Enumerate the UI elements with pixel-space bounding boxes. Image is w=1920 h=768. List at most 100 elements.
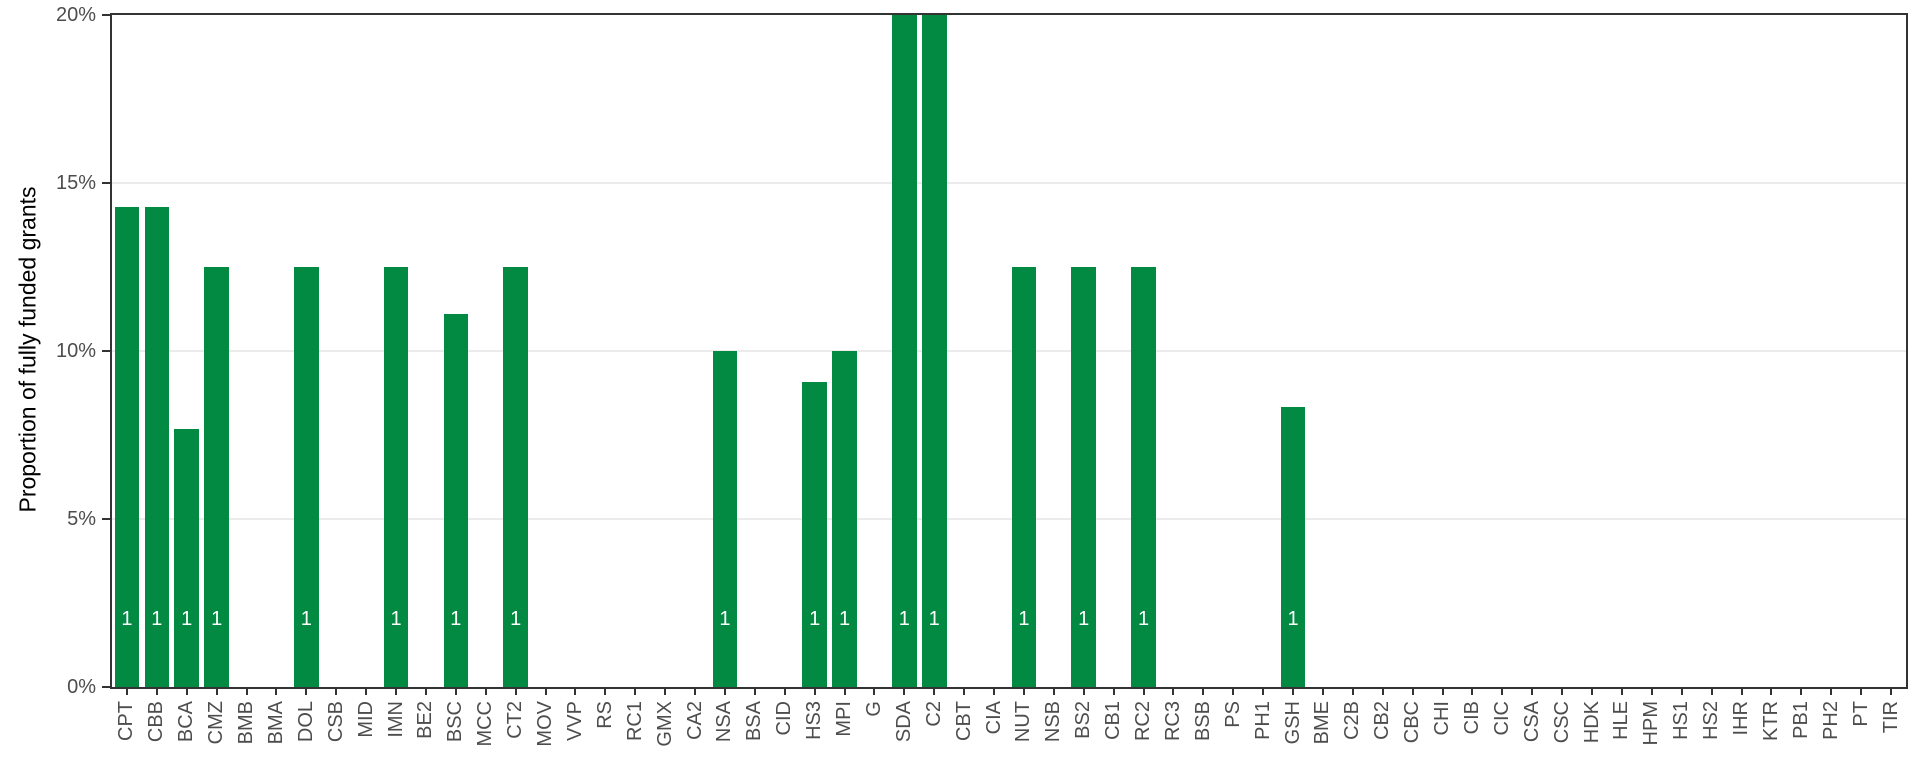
x-tick-label-IHR: IHR — [1730, 701, 1753, 736]
gridline-10pct — [112, 350, 1906, 352]
bar-CMZ: 1 — [204, 267, 229, 687]
x-axis-tick — [395, 687, 398, 695]
x-tick-label-CIB: CIB — [1460, 701, 1483, 735]
x-tick-label-RC2: RC2 — [1132, 701, 1155, 742]
bar-C2: 1 — [921, 15, 947, 687]
x-tick-label-PH2: PH2 — [1819, 701, 1842, 740]
bar-BSC: 1 — [443, 313, 469, 687]
x-axis-tick — [1381, 687, 1384, 695]
bar-value-label: 1 — [719, 608, 731, 630]
x-axis-tick — [813, 687, 816, 695]
x-tick-label-HPM: HPM — [1640, 701, 1663, 746]
bar-CT2: 1 — [503, 267, 528, 687]
x-tick-label-HLE: HLE — [1610, 701, 1633, 740]
gridline-5pct — [112, 518, 1906, 520]
y-tick-label: 20% — [55, 4, 96, 26]
x-tick-label-C2B: C2B — [1341, 701, 1364, 740]
x-tick-label-RC3: RC3 — [1161, 701, 1184, 742]
x-axis-tick — [604, 687, 607, 695]
x-axis-tick — [1591, 687, 1594, 695]
x-tick-label-BME: BME — [1311, 701, 1334, 745]
x-axis-tick — [574, 687, 577, 695]
x-axis-tick — [1680, 687, 1683, 695]
x-tick-label-BSB: BSB — [1191, 701, 1214, 742]
x-axis-tick — [1740, 687, 1743, 695]
x-axis-tick — [484, 687, 487, 695]
x-axis-tick — [933, 687, 936, 695]
bar-GSH: 1 — [1280, 407, 1306, 687]
bar-RC2: 1 — [1131, 267, 1156, 687]
bar-value-label: 1 — [390, 608, 402, 630]
x-tick-label-BE2: BE2 — [414, 701, 437, 739]
x-axis-tick — [1471, 687, 1474, 695]
x-axis-tick — [1531, 687, 1534, 695]
bar-value-label: 1 — [510, 608, 522, 630]
x-axis-tick — [1172, 687, 1175, 695]
x-axis-tick — [1710, 687, 1713, 695]
x-axis-tick — [664, 687, 667, 695]
bar-value-label: 1 — [181, 608, 193, 630]
x-axis-tick — [723, 687, 726, 695]
gridline-15pct — [112, 182, 1906, 184]
x-tick-label-PH1: PH1 — [1251, 701, 1274, 740]
bar-DOL: 1 — [294, 267, 319, 687]
x-axis-tick — [1441, 687, 1444, 695]
x-tick-label-IMN: IMN — [384, 701, 407, 738]
bar-BCA: 1 — [174, 428, 199, 687]
x-axis-tick — [305, 687, 308, 695]
x-tick-label-HS2: HS2 — [1700, 701, 1723, 740]
x-tick-label-MOV: MOV — [534, 701, 557, 747]
x-tick-label-CHI: CHI — [1431, 701, 1454, 736]
x-tick-label-NUT: NUT — [1012, 701, 1035, 743]
y-tick-label: 15% — [55, 172, 96, 194]
x-tick-label-HS1: HS1 — [1670, 701, 1693, 740]
x-axis-tick — [1890, 687, 1893, 695]
x-tick-label-MPI: MPI — [833, 701, 856, 737]
x-axis-tick — [753, 687, 756, 695]
x-axis-tick — [1052, 687, 1055, 695]
x-tick-label-C2: C2 — [922, 701, 945, 727]
bar-value-label: 1 — [1018, 608, 1030, 630]
x-tick-label-BMB: BMB — [235, 701, 258, 745]
x-axis-tick — [1262, 687, 1265, 695]
x-axis-tick — [993, 687, 996, 695]
x-tick-label-PS: PS — [1221, 701, 1244, 728]
bar-CPT: 1 — [114, 206, 140, 687]
x-tick-label-CB1: CB1 — [1102, 701, 1125, 740]
x-tick-label-BSA: BSA — [743, 701, 766, 742]
bar-value-label: 1 — [121, 608, 133, 630]
x-tick-label-VVP: VVP — [563, 701, 586, 742]
x-axis-tick — [1830, 687, 1833, 695]
x-tick-label-KTR: KTR — [1759, 701, 1782, 741]
x-tick-label-HDK: HDK — [1580, 701, 1603, 744]
x-axis-tick — [1082, 687, 1085, 695]
x-tick-label-TIR: TIR — [1879, 701, 1902, 734]
x-axis-tick — [335, 687, 338, 695]
x-axis-tick — [514, 687, 517, 695]
x-axis-tick — [783, 687, 786, 695]
x-tick-label-CA2: CA2 — [683, 701, 706, 740]
bar-SDA: 1 — [892, 15, 917, 687]
y-axis-tick — [102, 14, 110, 16]
x-tick-label-CBC: CBC — [1401, 701, 1424, 744]
x-axis-tick — [1501, 687, 1504, 695]
x-axis-tick — [275, 687, 278, 695]
x-axis-tick — [1620, 687, 1623, 695]
bar-MPI: 1 — [832, 351, 857, 687]
x-axis-tick — [1351, 687, 1354, 695]
x-axis-tick — [1202, 687, 1205, 695]
bar-value-label: 1 — [151, 608, 163, 630]
x-tick-label-BMA: BMA — [264, 701, 287, 745]
bar-value-label: 1 — [1078, 608, 1090, 630]
bar-HS3: 1 — [802, 381, 827, 687]
bar-NUT: 1 — [1011, 267, 1037, 687]
bar-value-label: 1 — [300, 608, 312, 630]
x-axis-tick — [873, 687, 876, 695]
bar-value-label: 1 — [211, 608, 223, 630]
x-axis-tick — [1232, 687, 1235, 695]
x-tick-label-SDA: SDA — [892, 701, 915, 743]
bar-value-label: 1 — [1137, 608, 1150, 630]
x-axis-tick — [694, 687, 697, 695]
